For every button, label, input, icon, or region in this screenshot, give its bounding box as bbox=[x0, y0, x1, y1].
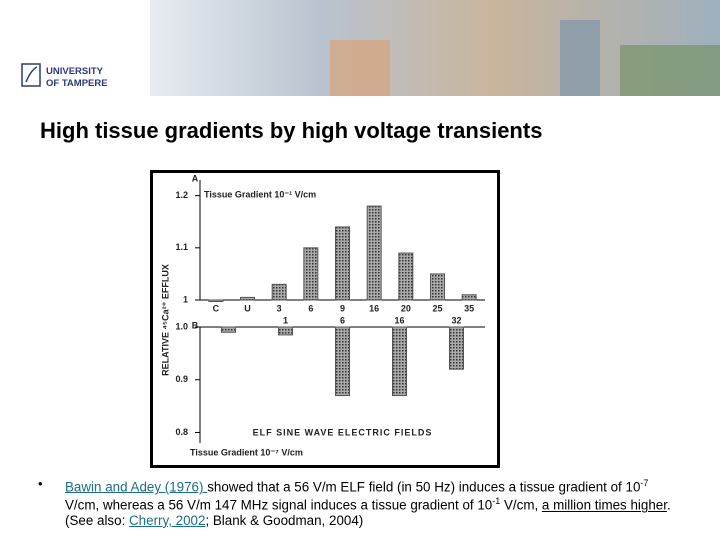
photo-person bbox=[330, 40, 390, 96]
bar bbox=[208, 299, 224, 302]
x-tick-label: 32 bbox=[451, 315, 461, 325]
y-tick-label: 1.1 bbox=[175, 242, 188, 252]
x-tick-label: U bbox=[244, 303, 251, 313]
link[interactable]: Cherry, 2002 bbox=[129, 512, 206, 528]
logo-leaf bbox=[25, 66, 38, 83]
photo-building bbox=[560, 20, 600, 96]
superscript: -7 bbox=[640, 478, 649, 488]
y-tick-label: 0.8 bbox=[175, 427, 188, 437]
x-tick-label: 9 bbox=[340, 303, 345, 313]
bar bbox=[430, 273, 445, 301]
x-tick-label: 35 bbox=[464, 303, 474, 313]
bar bbox=[461, 294, 477, 301]
bar bbox=[240, 296, 255, 301]
emphasis: a million times higher bbox=[541, 497, 667, 513]
text: showed that a 56 V/m ELF field (in 50 Hz… bbox=[207, 479, 641, 495]
bar bbox=[392, 326, 407, 397]
y-tick-label: 0.9 bbox=[175, 374, 188, 384]
text: V/cm, whereas a 56 V/m 147 MHz signal in… bbox=[65, 497, 493, 513]
chart: A Tissue Gradient 10⁻¹ V/cm RELATIVE ⁴⁵Ca²… bbox=[150, 170, 500, 468]
x-tick-label: 20 bbox=[401, 303, 411, 313]
x-tick-label: 16 bbox=[369, 303, 379, 313]
logo-text: OF TAMPERE bbox=[46, 78, 108, 89]
link[interactable]: Bawin and Adey (1976) bbox=[65, 479, 208, 495]
text: ; Blank & Goodman, 2004) bbox=[205, 512, 364, 528]
photo-trees bbox=[620, 45, 720, 96]
annotation: Tissue Gradient 10⁻¹ V/cm bbox=[204, 189, 316, 199]
logo-mark bbox=[21, 63, 41, 87]
bar bbox=[303, 247, 319, 301]
header-banner: UNIVERSITY OF TAMPERE bbox=[21, 0, 720, 96]
bar bbox=[398, 252, 414, 301]
y-axis-label: RELATIVE ⁴⁵Ca²⁺ EFFLUX bbox=[160, 264, 170, 376]
panel-label: B bbox=[192, 320, 199, 330]
slide-title: High tissue gradients by high voltage tr… bbox=[40, 118, 543, 143]
y-tick-label: 1.2 bbox=[175, 190, 188, 200]
bar bbox=[449, 326, 464, 370]
panel-label: A bbox=[192, 173, 199, 183]
bullet-text: Bawin and Adey (1976) showed that a 56 V… bbox=[65, 476, 685, 528]
x-tick-label: 6 bbox=[340, 315, 345, 325]
x-tick-label: 3 bbox=[277, 303, 282, 313]
text: . (See also: bbox=[65, 497, 671, 528]
chart-frame bbox=[150, 170, 500, 468]
logo-text: UNIVERSITY bbox=[46, 66, 104, 77]
annotation: Tissue Gradient 10⁻⁷ V/cm bbox=[190, 447, 303, 457]
x-tick-label: 6 bbox=[308, 303, 313, 313]
x-tick-label: 16 bbox=[394, 315, 404, 325]
x-tick-label: C bbox=[213, 303, 220, 313]
text: V/cm, bbox=[500, 497, 542, 513]
bar bbox=[335, 226, 350, 301]
superscript: -1 bbox=[492, 496, 501, 507]
bar bbox=[366, 205, 382, 301]
y-tick-label: 1.0 bbox=[175, 321, 188, 331]
bar bbox=[271, 283, 287, 301]
x-tick-label: 1 bbox=[283, 315, 288, 325]
bar bbox=[278, 326, 293, 336]
bar bbox=[221, 326, 236, 333]
x-tick-label: 25 bbox=[432, 303, 442, 313]
bar bbox=[335, 326, 350, 397]
x-axis-label: ELF SINE WAVE ELECTRIC FIELDS bbox=[253, 427, 433, 437]
y-tick-label: 1 bbox=[183, 294, 188, 304]
bullet-marker: • bbox=[38, 476, 43, 491]
